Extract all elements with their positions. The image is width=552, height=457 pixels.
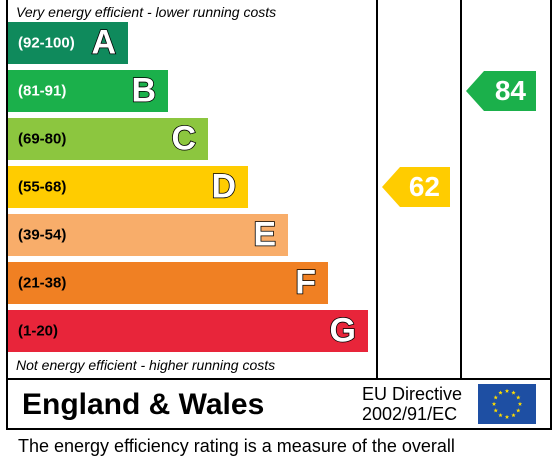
current-rating-arrow: 62 <box>382 167 450 207</box>
band-letter-c: C <box>171 119 197 158</box>
eu-flag-icon <box>478 384 536 424</box>
band-letter-a: A <box>91 23 117 62</box>
potential-arrow-shape <box>466 71 536 111</box>
eu-star <box>511 390 516 395</box>
eu-star <box>491 401 497 406</box>
band-range-c: (69-80) <box>18 130 67 148</box>
eu-star <box>517 401 523 406</box>
eu-star <box>498 412 503 418</box>
band-letter-d: D <box>211 167 237 206</box>
band-a: (92-100) A <box>8 22 128 64</box>
directive-line2: 2002/91/EC <box>362 404 458 424</box>
band-range-a: (92-100) <box>18 34 75 52</box>
band-letter-g: G <box>329 311 357 350</box>
footer-bar: England & Wales EU Directive 2002/91/EC <box>6 378 552 430</box>
band-letter-f: F <box>294 263 316 302</box>
bottom-note: Not energy efficient - higher running co… <box>16 357 276 373</box>
arrow-potential-fill <box>466 71 536 111</box>
band-b: (81-91) B <box>8 70 168 112</box>
band-range-f: (21-38) <box>18 274 67 292</box>
eu-directive: EU Directive 2002/91/EC <box>362 384 462 424</box>
current-column-divider <box>376 0 378 380</box>
eu-star <box>516 408 521 413</box>
band-range-g: (1-20) <box>18 322 59 340</box>
band-e: (39-54) E <box>8 214 288 256</box>
band-range-e: (39-54) <box>18 226 67 244</box>
eu-star <box>493 395 498 400</box>
eu-star <box>516 395 521 400</box>
band-d: (55-68) D <box>8 166 248 208</box>
top-note: Very energy efficient - lower running co… <box>16 4 277 20</box>
current-rating-value: 62 <box>408 171 440 202</box>
potential-rating-arrow: 84 <box>466 71 536 111</box>
band-range-d: (55-68) <box>18 178 67 196</box>
current-arrow-shape <box>382 167 450 207</box>
region-title: England & Wales <box>22 388 265 421</box>
potential-column-divider <box>460 0 462 380</box>
band-f: (21-38) F <box>8 262 328 304</box>
band-letter-e: E <box>253 215 277 254</box>
eu-star <box>511 412 516 418</box>
band-c: (69-80) C <box>8 118 208 160</box>
potential-rating-value: 84 <box>494 75 526 106</box>
eu-star <box>493 408 498 413</box>
directive-line1: EU Directive <box>362 384 463 404</box>
eu-star <box>504 414 510 419</box>
band-range-b: (81-91) <box>18 82 67 100</box>
arrow-current-fill <box>382 167 450 207</box>
eu-star <box>498 390 503 395</box>
bottom-description: The energy efficiency rating is a measur… <box>18 436 455 456</box>
band-letter-b: B <box>131 71 157 110</box>
eu-star <box>504 388 510 393</box>
band-g: (1-20) G <box>8 310 368 352</box>
